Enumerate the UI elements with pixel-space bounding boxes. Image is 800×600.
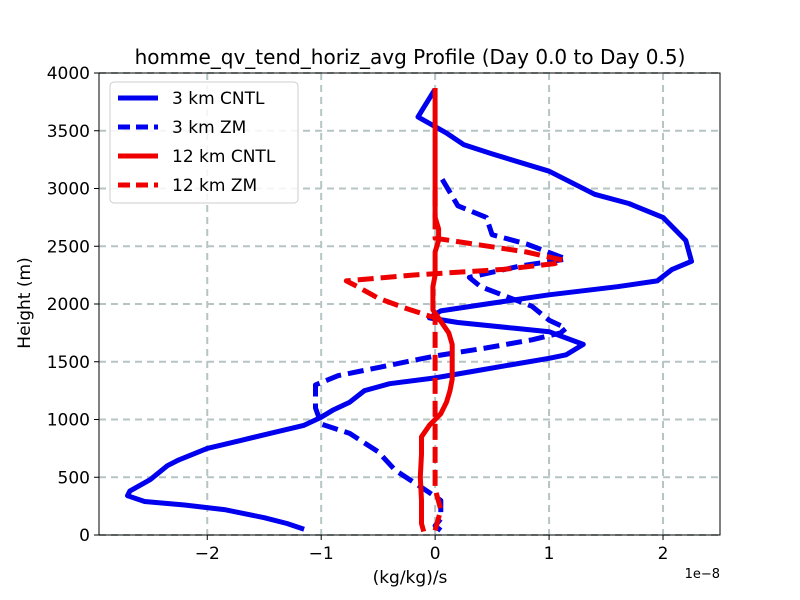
x-tick-label: 1 — [544, 544, 555, 564]
x-tick-label: −1 — [309, 544, 334, 564]
y-axis-label: Height (m) — [15, 257, 35, 348]
series-line-12-km-zm — [343, 188, 566, 532]
y-tick-label: 1000 — [47, 411, 90, 431]
x-tick-label: −2 — [195, 544, 220, 564]
y-tick-label: 3000 — [47, 180, 90, 200]
y-tick-label: 0 — [79, 526, 90, 546]
x-axis-label: (kg/kg)/s — [373, 568, 448, 588]
x-tick-label: 0 — [430, 544, 441, 564]
legend-entry-label: 12 km CNTL — [172, 147, 276, 167]
legend-box — [109, 81, 299, 204]
y-tick-label: 2000 — [47, 295, 90, 315]
axis-ticks: −2 −1 0 1 2 0 500 1000 1500 2000 2500 3000 3500 4000 — [47, 64, 669, 564]
series-line-3-km-cntl — [125, 87, 694, 532]
legend-entry-label: 3 km ZM — [172, 118, 246, 138]
legend-entry-label: 12 km ZM — [172, 176, 257, 196]
legend: 3 km CNTL 3 km ZM 12 km CNTL 12 km ZM — [109, 81, 299, 204]
series-line-3-km-zm — [313, 175, 569, 533]
x-tick-label: 2 — [658, 544, 669, 564]
y-tick-label: 3500 — [47, 122, 90, 142]
legend-entry-label: 3 km CNTL — [172, 89, 265, 109]
x-scale-offset-label: 1e−8 — [685, 567, 720, 582]
series-lines — [125, 87, 694, 533]
y-tick-label: 500 — [58, 468, 90, 488]
chart-title: homme_qv_tend_horiz_avg Profile (Day 0.0… — [135, 45, 686, 69]
y-tick-label: 2500 — [47, 237, 90, 257]
y-tick-label: 4000 — [47, 64, 90, 84]
y-tick-label: 1500 — [47, 353, 90, 373]
